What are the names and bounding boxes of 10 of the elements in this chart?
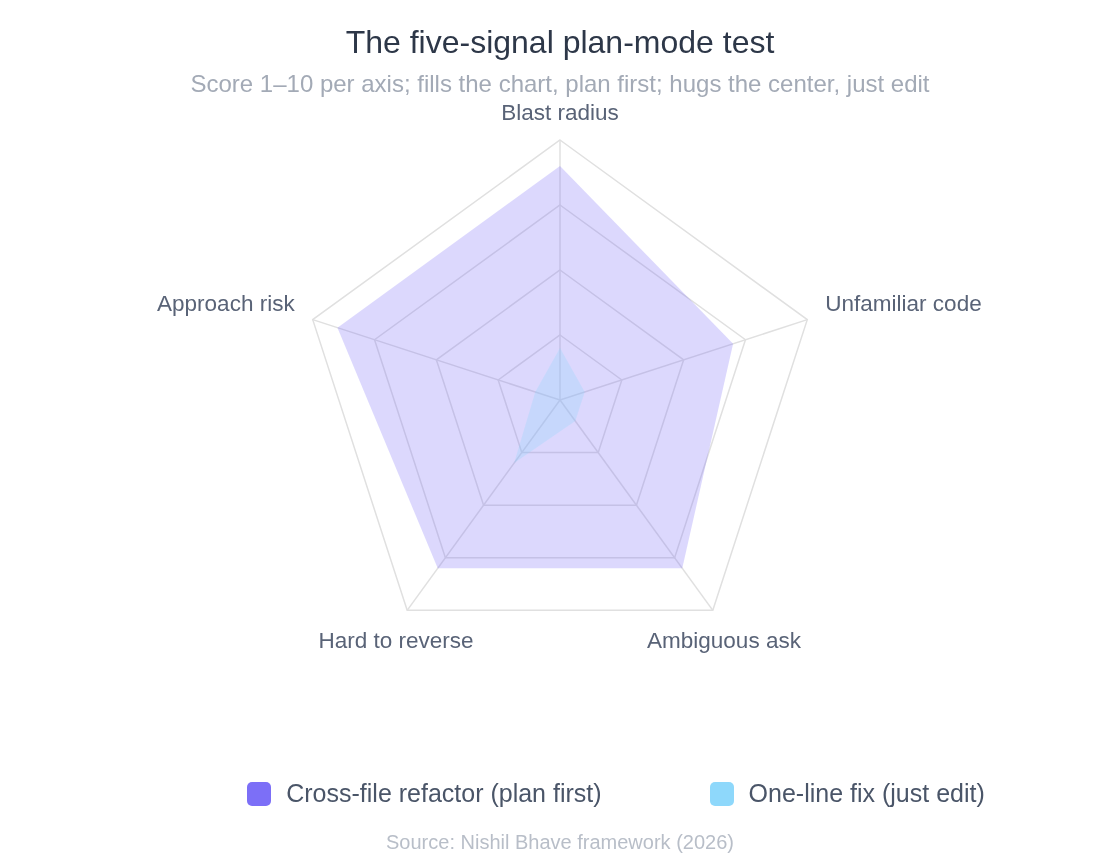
spoke-label: Hard to reverse (318, 627, 474, 653)
legend-label: Cross-file refactor (plan first) (286, 779, 602, 808)
spoke-label: Unfamiliar code (825, 291, 982, 317)
source-note: Source: Nishil Bhave framework (2026) (385, 830, 735, 855)
spoke-label: Blast radius (501, 99, 619, 125)
spoke-label: Approach risk (157, 291, 296, 317)
chart-title: The five-signal plan-mode test (344, 23, 776, 62)
chart-subtitle: Score 1–10 per axis; fills the chart, plan first; hugs the center, just edit (189, 69, 931, 99)
legend-label: One-line fix (just edit) (748, 779, 985, 808)
spoke-label: Ambiguous ask (647, 627, 802, 653)
